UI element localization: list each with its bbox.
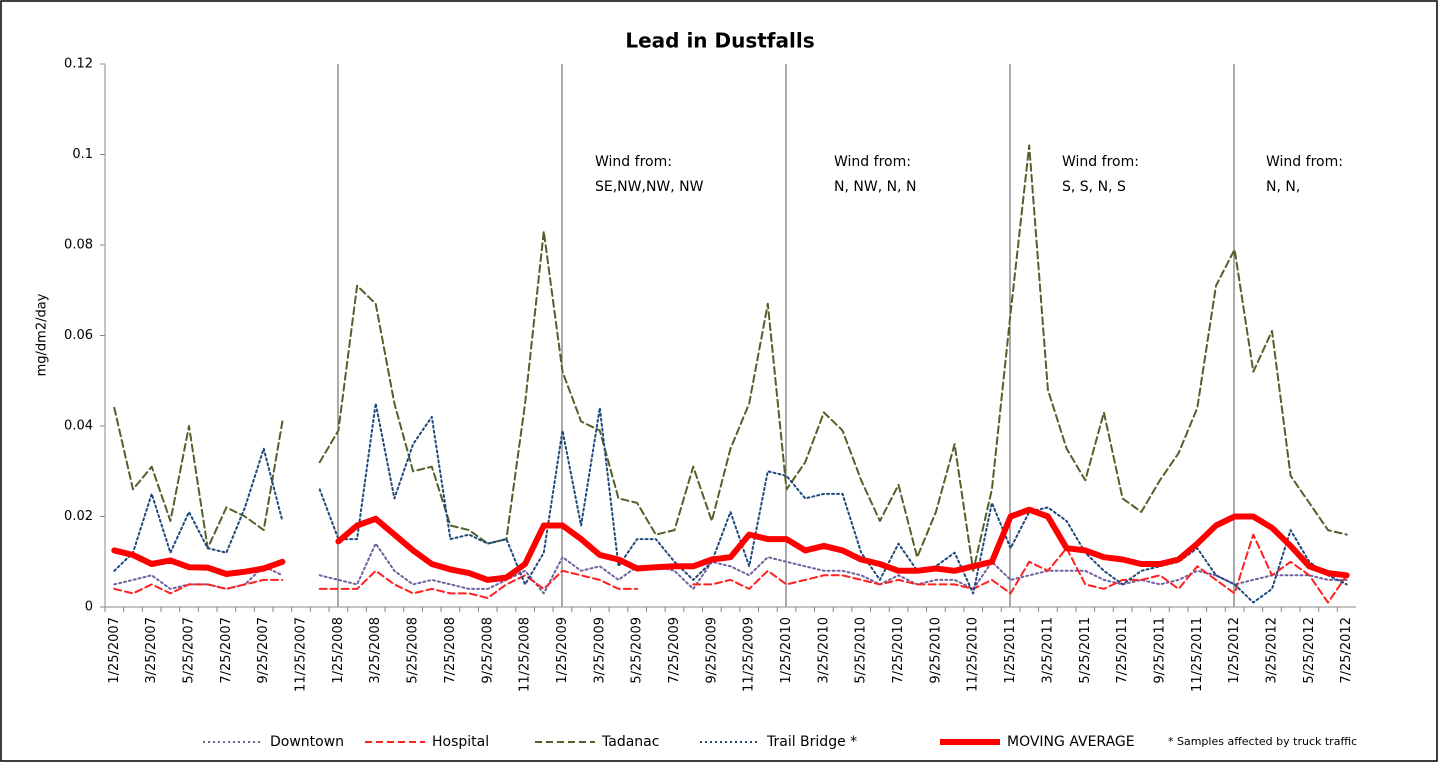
series-line	[113, 533, 1348, 604]
annotation: N, NW, N, N	[834, 179, 916, 195]
y-tick-label: 0.12	[64, 57, 93, 72]
legend-label: MOVING AVERAGE	[1007, 734, 1135, 750]
x-tick-label: 5/25/2007	[182, 617, 197, 684]
x-tick-label: 3/25/2009	[592, 617, 607, 684]
x-tick-label: 1/25/2012	[1227, 617, 1242, 684]
x-tick-label: 9/25/2007	[256, 617, 271, 684]
y-tick-label: 0	[85, 600, 93, 615]
y-tick-label: 0.04	[64, 419, 93, 434]
y-tick-label: 0.02	[64, 509, 93, 524]
x-tick-label: 7/25/2009	[667, 617, 682, 684]
x-tick-label: 11/25/2009	[742, 617, 757, 692]
x-tick-label: 7/25/2008	[443, 617, 458, 684]
x-tick-label: 7/25/2007	[219, 617, 234, 684]
x-tick-label: 3/25/2007	[144, 617, 159, 684]
legend-label: Tadanac	[601, 734, 659, 750]
annotation: N, N,	[1266, 179, 1300, 195]
x-tick-label: 1/25/2009	[555, 617, 570, 684]
x-tick-label: 7/25/2011	[1115, 617, 1130, 684]
x-tick-label: 1/25/2008	[331, 617, 346, 684]
x-tick-label: 9/25/2009	[704, 617, 719, 684]
legend-label: Trail Bridge *	[766, 734, 857, 750]
x-tick-label: 9/25/2008	[480, 617, 495, 684]
y-axis-label: mg/dm2/day	[35, 293, 50, 376]
y-tick-label: 0.08	[64, 238, 93, 253]
annotation: Wind from:	[834, 154, 911, 170]
footnote: * Samples affected by truck traffic	[1168, 735, 1357, 748]
x-tick-label: 3/25/2012	[1264, 617, 1279, 684]
annotation: Wind from:	[595, 154, 672, 170]
x-tick-label: 11/25/2007	[294, 617, 309, 692]
x-tick-label: 9/25/2011	[1152, 617, 1167, 684]
x-tick-label: 5/25/2009	[630, 617, 645, 684]
x-tick-label: 5/25/2011	[1078, 617, 1093, 684]
annotation: SE,NW,NW, NW	[595, 179, 704, 195]
x-tick-label: 11/25/2011	[1190, 617, 1205, 692]
legend-label: Hospital	[432, 734, 489, 750]
x-tick-label: 5/25/2008	[406, 617, 421, 684]
x-tick-label: 1/25/2010	[779, 617, 794, 684]
annotation: Wind from:	[1062, 154, 1139, 170]
x-tick-label: 3/25/2010	[816, 617, 831, 684]
x-tick-label: 11/25/2010	[966, 617, 981, 692]
x-tick-label: 1/25/2011	[1003, 617, 1018, 684]
x-tick-label: 5/25/2010	[854, 617, 869, 684]
x-tick-label: 5/25/2012	[1302, 617, 1317, 684]
y-tick-label: 0.1	[72, 147, 93, 162]
chart-title: Lead in Dustfalls	[625, 29, 814, 53]
x-tick-label: 1/25/2007	[107, 617, 122, 684]
annotation: Wind from:	[1266, 154, 1343, 170]
legend-label: Downtown	[270, 734, 344, 750]
x-tick-label: 3/25/2008	[368, 617, 383, 684]
x-tick-label: 7/25/2010	[891, 617, 906, 684]
x-tick-label: 9/25/2010	[928, 617, 943, 684]
x-tick-label: 7/25/2012	[1339, 617, 1354, 684]
x-tick-label: 11/25/2008	[518, 617, 533, 692]
x-tick-label: 3/25/2011	[1040, 617, 1055, 684]
series-line	[111, 506, 1350, 583]
annotation: S, S, N, S	[1062, 179, 1126, 195]
y-tick-label: 0.06	[64, 328, 93, 343]
